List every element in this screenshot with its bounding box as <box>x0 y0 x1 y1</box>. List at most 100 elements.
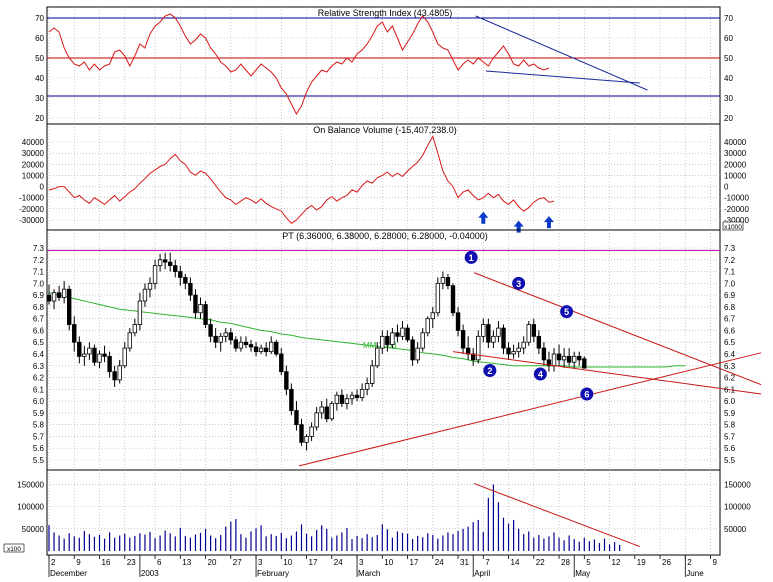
candle-body <box>521 341 526 349</box>
y-tick-label: 40 <box>35 74 44 83</box>
candle-body <box>364 383 370 390</box>
y-tick-label: 6.1 <box>724 385 736 394</box>
volume-bars <box>48 484 621 551</box>
y-tick-label: 6.7 <box>724 315 736 324</box>
candle-body <box>309 426 314 437</box>
y-tick-label: 7.1 <box>33 268 45 277</box>
wave-marker-circle <box>512 276 526 290</box>
candle-body <box>72 324 77 343</box>
y-tick-label: -30000 <box>724 216 749 225</box>
y-tick-label: 150000 <box>724 480 751 489</box>
candle-body <box>208 324 213 337</box>
candle-body <box>354 394 360 398</box>
moving-average-line <box>48 292 686 368</box>
up-arrow-icon <box>543 216 554 229</box>
x-tick-label: 26 <box>662 558 671 567</box>
candle-body <box>258 347 264 353</box>
x-month-label: December <box>50 569 87 578</box>
volume-panel-frame <box>46 469 721 556</box>
candle-body <box>162 259 168 263</box>
candle-body <box>506 347 511 355</box>
candle-body <box>496 327 501 337</box>
candle-body <box>481 324 486 337</box>
y-tick-label: 5.7 <box>724 432 736 441</box>
wave-marker-label: 2 <box>487 366 492 376</box>
volume-trendline <box>474 483 641 548</box>
y-tick-label: 150000 <box>17 480 44 489</box>
x-month-label: 2003 <box>141 569 159 578</box>
y-tick-label: 0 <box>40 183 45 192</box>
candle-body <box>243 341 249 345</box>
y-tick-label: 5.5 <box>724 456 736 465</box>
candle-body <box>425 318 430 334</box>
y-tick-label: 6.7 <box>33 315 45 324</box>
candle-body <box>304 436 309 443</box>
rsi-right-axis: 70 60 50 40 30 20 <box>724 14 733 123</box>
candle-body <box>334 394 340 404</box>
candle-body <box>268 341 274 353</box>
volume-left-axis: 150000 100000 50000 <box>17 480 44 533</box>
y-tick-label: 20000 <box>724 160 747 169</box>
candle-body <box>193 294 198 314</box>
candle-body <box>167 261 173 267</box>
y-tick-label: 6.8 <box>33 303 45 312</box>
obv-grid <box>47 124 720 230</box>
x-month-label: February <box>257 569 289 578</box>
candle-body <box>248 344 254 348</box>
candle-body <box>415 347 420 361</box>
candle-body <box>82 353 87 357</box>
rsi-trendlines <box>475 15 648 91</box>
candle-body <box>218 335 223 343</box>
candle-body <box>486 324 491 343</box>
candle-body <box>491 335 496 343</box>
candle-body <box>127 332 132 349</box>
rsi-line <box>48 13 550 116</box>
volume-grid <box>47 470 720 555</box>
x-tick-label: 28 <box>561 558 570 567</box>
candle-body <box>233 339 239 349</box>
price-candles <box>46 252 587 451</box>
y-tick-label: 7.2 <box>724 256 736 265</box>
wave-marker-label: 3 <box>516 279 521 289</box>
wave-marker-circle <box>533 367 547 381</box>
candle-body <box>329 403 334 420</box>
candle-body <box>77 341 82 357</box>
y-tick-label: -10000 <box>724 194 749 203</box>
candle-body <box>349 394 355 400</box>
y-tick-label: 30 <box>35 94 44 103</box>
candle-body <box>435 282 441 314</box>
candle-body <box>289 388 294 411</box>
candle-body <box>551 353 557 367</box>
rsi-trendline <box>485 70 640 84</box>
x-tick-label: 24 <box>435 558 444 567</box>
candle-body <box>572 355 577 363</box>
y-tick-label: -10000 <box>19 194 44 203</box>
obv-panel: On Balance Volume (-15,407,238.0) 40000 3… <box>19 123 749 233</box>
y-tick-label: 60 <box>724 34 733 43</box>
y-tick-label: 7.2 <box>33 256 45 265</box>
y-tick-label: 7.1 <box>724 268 736 277</box>
y-tick-label: 6.4 <box>724 350 736 359</box>
x-axis: 2 9 16 23 6 13 20 27 3 10 17 24 3 10 17 24 31 7 14 22 28 5 12 1… <box>48 555 718 578</box>
x-tick-label: 14 <box>511 558 520 567</box>
x-tick-label: 16 <box>102 558 111 567</box>
x-tick-label: 7 <box>485 558 490 567</box>
candle-body <box>263 347 269 353</box>
up-arrow-icon <box>513 220 524 233</box>
y-tick-label: 6.2 <box>33 374 45 383</box>
wave-marker-circle <box>580 387 594 401</box>
x-tick-label: 9 <box>713 558 718 567</box>
volume-right-axis: 150000 100000 50000 <box>724 480 751 533</box>
y-tick-label: 6.6 <box>724 326 736 335</box>
price-right-axis: 7.3 7.2 7.1 7.0 6.9 6.8 6.7 6.6 6.5 6.4 6.3 6.2 6.1 6… <box>724 244 736 465</box>
candle-body <box>476 335 481 361</box>
candle-body <box>375 347 380 367</box>
y-tick-label: 10000 <box>22 171 45 180</box>
y-tick-label: 6.6 <box>33 326 45 335</box>
rsi-left-axis: 70 60 50 40 30 20 <box>35 14 44 123</box>
y-tick-label: 0 <box>724 183 729 192</box>
y-tick-label: 50000 <box>724 525 747 534</box>
candle-body <box>536 335 542 349</box>
